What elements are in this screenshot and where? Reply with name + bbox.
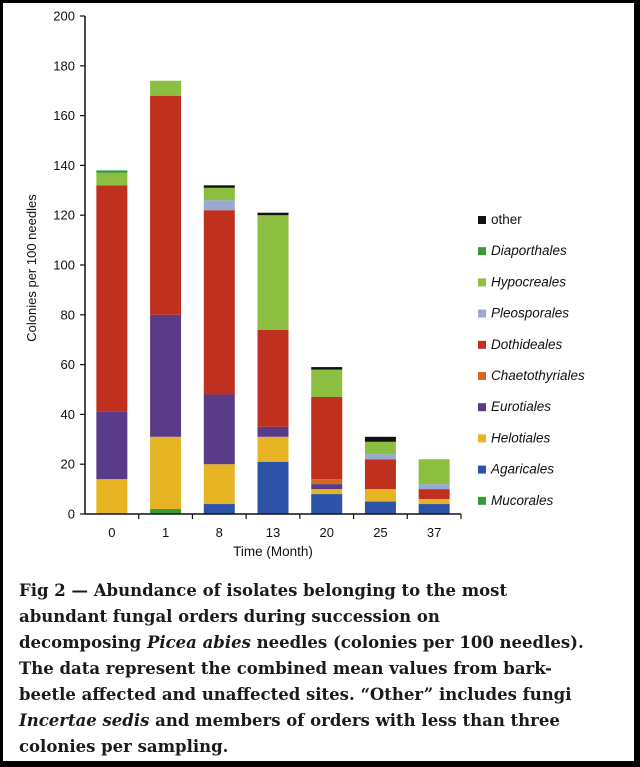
bar-segment: [418, 504, 450, 514]
legend-swatch: [478, 247, 486, 256]
legend-swatch: [478, 496, 486, 505]
bar-segment: [96, 411, 128, 480]
x-tick-label: 13: [266, 525, 280, 540]
y-tick-label: 0: [68, 507, 75, 522]
bar-segment: [203, 185, 235, 188]
caption-line: Incertae sedis and members of orders wit…: [19, 711, 560, 730]
y-tick-label: 200: [53, 9, 75, 24]
legend-label: Hypocreales: [491, 274, 566, 289]
legend-swatch: [478, 403, 486, 412]
legend-label: Chaetothyriales: [491, 368, 585, 383]
bar-segment: [257, 436, 289, 462]
bar-segment: [364, 459, 396, 490]
bar-segment: [203, 200, 235, 211]
bar-segment: [257, 329, 289, 427]
bar-segment: [257, 426, 289, 437]
bar-segment: [96, 479, 128, 514]
x-tick-label: 0: [108, 525, 115, 540]
bar-segment: [418, 499, 450, 505]
bar-segment: [311, 369, 343, 397]
figure-caption: Fig 2 — Abundance of isolates belonging …: [19, 578, 619, 760]
y-axis-title: Colonies per 100 needles: [24, 194, 39, 342]
bar-segment: [311, 367, 343, 370]
legend-swatch: [478, 216, 486, 224]
bar-segment: [418, 459, 450, 485]
legend-label: Dothideales: [491, 337, 563, 352]
caption-line: colonies per sampling.: [19, 737, 229, 756]
bar-segment: [150, 80, 182, 96]
bar-segment: [150, 314, 182, 437]
legend-swatch: [478, 309, 486, 318]
y-tick-label: 180: [53, 58, 75, 73]
legend-swatch: [478, 278, 486, 287]
stacked-bar-chart: 0 1 8 13 20 25 37 0 20 40 60 80 100 120 140 160 180 200 Ti…: [24, 9, 585, 560]
bar-segment: [364, 489, 396, 502]
x-axis-title: Time (Month): [233, 544, 313, 559]
legend-swatch: [478, 465, 486, 474]
caption-line: abundant fungal orders during succession…: [19, 607, 440, 626]
x-tick-label: 37: [427, 525, 441, 540]
bar-segment: [311, 396, 343, 480]
caption-line: decomposing Picea abies needles (colonie…: [19, 633, 584, 652]
legend-label: Eurotiales: [491, 399, 551, 414]
bar-segment: [203, 464, 235, 505]
y-tick-label: 100: [53, 258, 75, 273]
caption-line: The data represent the combined mean val…: [19, 659, 552, 678]
bar-segment: [203, 394, 235, 465]
bar-segment: [418, 489, 450, 500]
legend-label: Agaricales: [490, 462, 554, 477]
x-tick-label: 8: [216, 525, 223, 540]
legend-label: Diaporthales: [491, 243, 567, 258]
y-tick-label: 160: [53, 108, 75, 123]
caption-line: Fig 2 — Abundance of isolates belonging …: [19, 581, 508, 600]
y-tick-label: 140: [53, 158, 75, 173]
bar-segment: [203, 187, 235, 201]
bar-segment: [364, 441, 396, 455]
bar-segment: [96, 172, 128, 186]
legend-swatch: [478, 340, 486, 349]
y-tick-label: 20: [61, 457, 75, 472]
bar-segment: [257, 215, 289, 330]
legend-swatch: [478, 434, 486, 443]
bar-segment: [96, 170, 128, 173]
bar-segment: [311, 479, 343, 485]
bar-segment: [311, 489, 343, 495]
bar-segment: [311, 484, 343, 490]
legend-label: Helotiales: [491, 430, 551, 445]
species-name: Picea abies: [146, 633, 251, 652]
bar-segment: [364, 454, 396, 460]
y-tick-label: 80: [61, 307, 75, 322]
bar-segment: [96, 185, 128, 412]
x-tick-label: 1: [162, 525, 169, 540]
bar-segment: [364, 436, 396, 442]
x-tick-label: 25: [373, 525, 387, 540]
legend-swatch: [478, 372, 486, 380]
bar-segment: [150, 95, 182, 315]
bar-segment: [203, 210, 235, 395]
caption-line: beetle affected and unaffected sites. “O…: [19, 685, 572, 704]
bar-segment: [257, 212, 289, 216]
bar-segment: [150, 509, 182, 514]
y-tick-label: 60: [61, 357, 75, 372]
x-tick-label: 20: [319, 525, 333, 540]
figure-panel: 0 1 8 13 20 25 37 0 20 40 60 80 100 120 140 160 180 200 Ti…: [3, 3, 634, 761]
bar-segment: [203, 504, 235, 514]
legend-label: Mucorales: [491, 493, 554, 508]
legend-label: other: [491, 212, 522, 227]
incertae-sedis: Incertae sedis: [19, 711, 150, 730]
bar-segment: [418, 484, 450, 490]
y-tick-label: 120: [53, 208, 75, 223]
bar-segment: [364, 501, 396, 514]
bar-segment: [257, 461, 289, 514]
legend-label: Pleosporales: [491, 306, 569, 321]
y-tick-label: 40: [61, 407, 75, 422]
bar-segment: [311, 494, 343, 514]
bar-segment: [150, 436, 182, 510]
